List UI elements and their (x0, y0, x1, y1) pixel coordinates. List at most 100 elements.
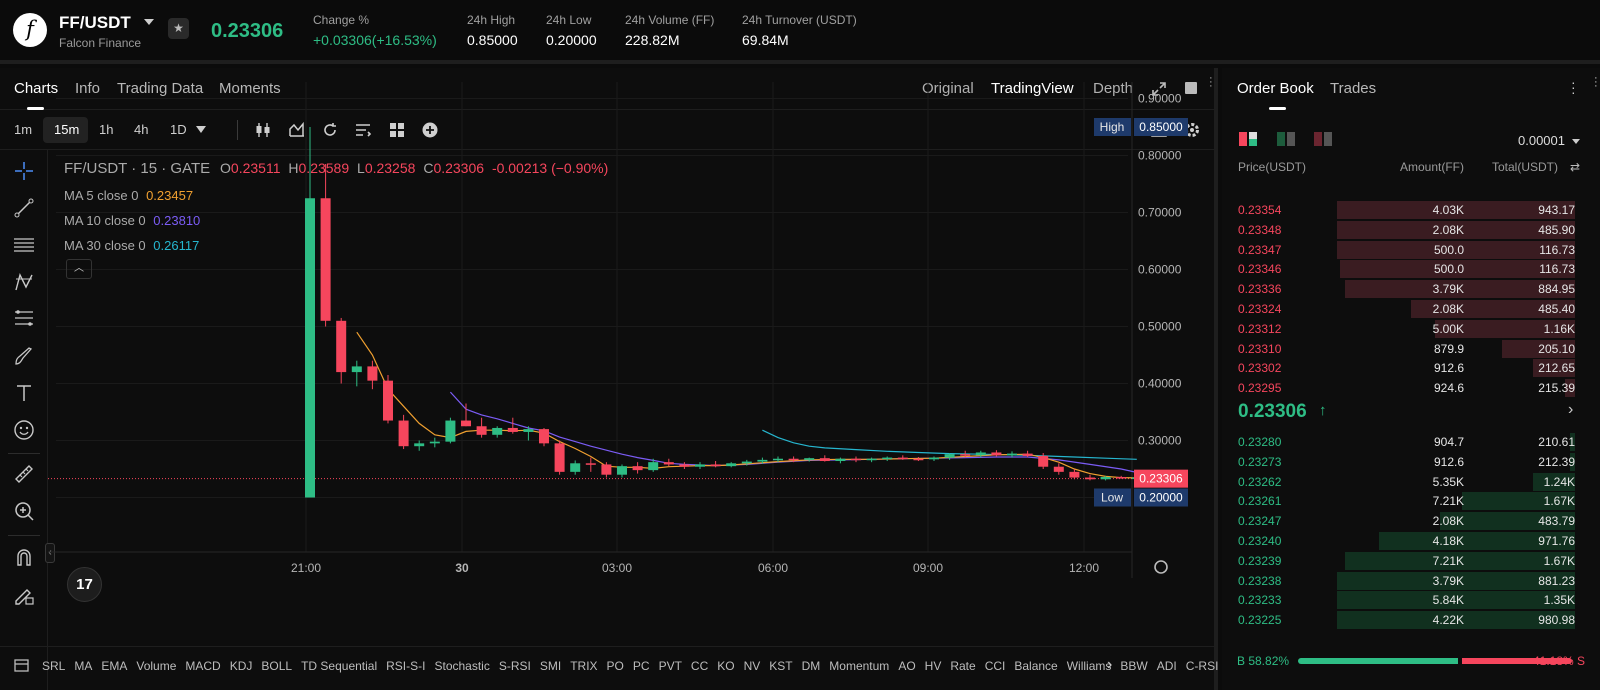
view-depth[interactable]: Depth (1093, 80, 1134, 97)
indicator-trix[interactable]: TRIX (570, 659, 598, 673)
candle-type-icon[interactable] (254, 121, 272, 139)
indicators-icon[interactable] (288, 121, 306, 139)
indicator-volume[interactable]: Volume (136, 659, 177, 673)
bid-row[interactable]: 0.23239 7.21K 1.67K (1222, 551, 1600, 571)
indicator-ma[interactable]: MA (74, 659, 93, 673)
indicator-momentum[interactable]: Momentum (829, 659, 890, 673)
tab-order-book[interactable]: Order Book (1237, 80, 1314, 97)
panel-edge-icon[interactable]: · · · (1594, 72, 1598, 92)
tab-charts[interactable]: Charts (14, 80, 59, 97)
pair-selector[interactable]: FF/USDT (59, 13, 131, 32)
text-tool-icon[interactable] (13, 382, 35, 404)
brush-icon[interactable] (13, 345, 35, 367)
interval-1d[interactable]: 1D (170, 122, 187, 137)
bid-row[interactable]: 0.23233 5.84K 1.35K (1222, 590, 1600, 610)
horizontal-lines-icon[interactable] (13, 234, 35, 256)
indicator-bbw[interactable]: BBW (1120, 659, 1148, 673)
indicator-smi[interactable]: SMI (539, 659, 562, 673)
ask-row[interactable]: 0.23354 4.03K 943.17 (1222, 200, 1600, 220)
indicator-pc[interactable]: PC (632, 659, 650, 673)
indicator-balance[interactable]: Balance (1014, 659, 1058, 673)
ask-row[interactable]: 0.23348 2.08K 485.90 (1222, 220, 1600, 240)
interval-1m[interactable]: 1m (14, 122, 33, 137)
indicator-kst[interactable]: KST (769, 659, 793, 673)
indicator-c-rsi[interactable]: C-RSI (1185, 659, 1219, 673)
ask-row[interactable]: 0.23302 912.6 212.65 (1222, 358, 1600, 378)
more-vertical-icon[interactable]: · · · (1209, 72, 1213, 92)
tab-info[interactable]: Info (75, 80, 101, 97)
axis-settings-icon[interactable] (1154, 560, 1168, 574)
add-icon[interactable] (421, 121, 439, 139)
tab-trades[interactable]: Trades (1330, 80, 1377, 97)
pattern-icon[interactable] (13, 271, 35, 293)
bid-row[interactable]: 0.23273 912.6 212.39 (1222, 452, 1600, 472)
lock-drawing-icon[interactable] (13, 584, 35, 606)
ask-row[interactable]: 0.23336 3.79K 884.95 (1222, 279, 1600, 299)
layout-grid-icon[interactable] (388, 121, 406, 139)
ruler-icon[interactable] (13, 463, 35, 485)
toggle-columns-icon[interactable]: ⇄ (1570, 160, 1581, 174)
caret-down-icon[interactable] (1572, 139, 1580, 144)
indicator-williams[interactable]: Williams (1066, 659, 1112, 673)
layout-square-icon[interactable] (1185, 82, 1197, 94)
bid-row[interactable]: 0.23280 904.7 210.61 (1222, 432, 1600, 452)
ask-row[interactable]: 0.23310 879.9 205.10 (1222, 339, 1600, 359)
interval-1h[interactable]: 1h (99, 122, 114, 137)
layout-asks-icon[interactable] (1313, 131, 1333, 147)
magnet-icon[interactable] (13, 546, 35, 568)
layout-bids-icon[interactable] (1276, 131, 1296, 147)
indicator-kdj[interactable]: KDJ (229, 659, 253, 673)
candlestick-chart[interactable]: 0.90000 0.80000 0.70000 0.60000 0.50000 0.400… (48, 82, 1214, 578)
bid-row[interactable]: 0.23247 2.08K 483.79 (1222, 511, 1600, 531)
indicator-rsi-s-i[interactable]: RSI-S-I (386, 659, 426, 673)
indicator-ko[interactable]: KO (717, 659, 735, 673)
indicator-cci[interactable]: CCI (984, 659, 1006, 673)
ask-row[interactable]: 0.23295 924.6 215.39 (1222, 378, 1600, 398)
trend-line-icon[interactable] (13, 197, 35, 219)
indicator-adi[interactable]: ADI (1156, 659, 1177, 673)
chevron-right-icon[interactable]: › (1107, 656, 1113, 673)
indicator-po[interactable]: PO (606, 659, 624, 673)
ma30-legend[interactable]: MA 30 close 0 0.26117 (64, 238, 199, 253)
bid-row[interactable]: 0.23261 7.21K 1.67K (1222, 491, 1600, 511)
crosshair-icon[interactable] (13, 160, 35, 182)
indicator-nv[interactable]: NV (743, 659, 761, 673)
expand-icon[interactable] (1151, 81, 1167, 97)
more-vertical-icon[interactable]: · · · (1571, 74, 1576, 100)
indicator-td-sequential[interactable]: TD Sequential (301, 659, 378, 673)
ma5-legend[interactable]: MA 5 close 0 0.23457 (64, 188, 193, 203)
indicator-stochastic[interactable]: Stochastic (434, 659, 490, 673)
ma10-legend[interactable]: MA 10 close 0 0.23810 (64, 213, 200, 228)
indicator-boll[interactable]: BOLL (261, 659, 293, 673)
indicator-pvt[interactable]: PVT (658, 659, 682, 673)
star-icon[interactable]: ★ (168, 18, 189, 39)
bid-row[interactable]: 0.23238 3.79K 881.23 (1222, 571, 1600, 591)
chevron-right-icon[interactable]: › (1568, 401, 1574, 418)
emoji-icon[interactable] (13, 419, 35, 441)
view-original[interactable]: Original (922, 80, 974, 97)
caret-down-icon[interactable] (144, 19, 154, 25)
interval-caret-icon[interactable] (196, 126, 206, 134)
tradingview-logo-icon[interactable]: 17 (67, 567, 102, 602)
templates-icon[interactable] (354, 121, 372, 139)
fib-icon[interactable] (13, 308, 35, 330)
interval-15m[interactable]: 15m (54, 122, 80, 137)
precision-select[interactable]: 0.00001 (1518, 133, 1565, 148)
ask-row[interactable]: 0.23324 2.08K 485.40 (1222, 299, 1600, 319)
indicator-hv[interactable]: HV (924, 659, 942, 673)
ask-row[interactable]: 0.23346 500.0 116.73 (1222, 259, 1600, 279)
indicator-macd[interactable]: MACD (185, 659, 221, 673)
calendar-icon[interactable] (14, 658, 29, 672)
layout-both-icon[interactable] (1238, 131, 1258, 147)
interval-4h[interactable]: 4h (134, 122, 149, 137)
zoom-in-icon[interactable] (13, 500, 35, 522)
view-tradingview[interactable]: TradingView (991, 80, 1074, 97)
indicator-srl[interactable]: SRL (42, 659, 66, 673)
indicator-rate[interactable]: Rate (950, 659, 976, 673)
indicator-dm[interactable]: DM (801, 659, 821, 673)
ask-row[interactable]: 0.23347 500.0 116.73 (1222, 240, 1600, 260)
replay-icon[interactable] (321, 121, 339, 139)
ask-row[interactable]: 0.23312 5.00K 1.16K (1222, 319, 1600, 339)
bid-row[interactable]: 0.23225 4.22K 980.98 (1222, 610, 1600, 630)
bid-row[interactable]: 0.23262 5.35K 1.24K (1222, 472, 1600, 492)
